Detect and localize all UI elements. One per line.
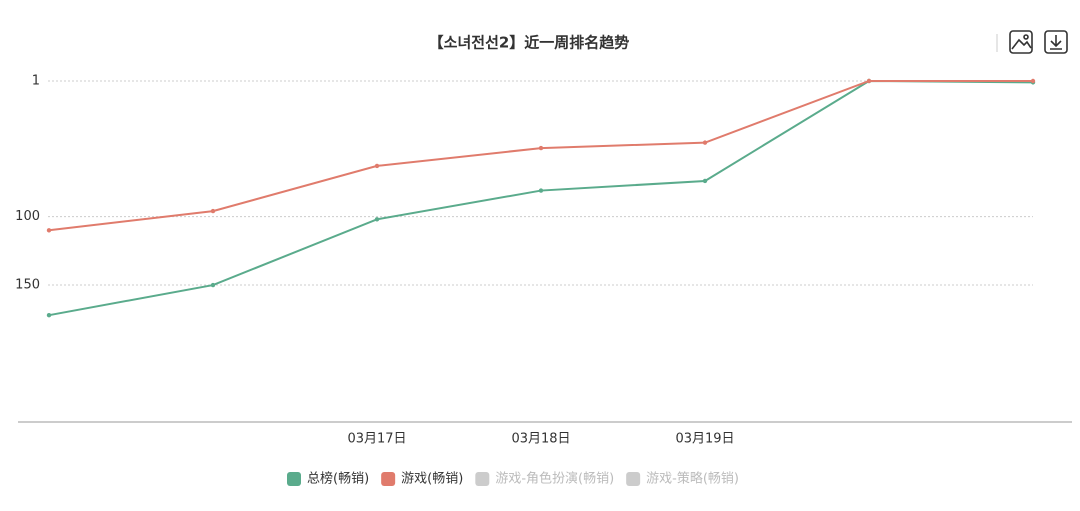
point xyxy=(46,228,52,233)
x-tick-label: 03月17日 xyxy=(347,432,406,447)
legend-swatch xyxy=(381,472,396,486)
legend-label[interactable]: 游戏-角色扮演(畅销) xyxy=(495,471,614,487)
point xyxy=(538,145,544,151)
point xyxy=(374,217,380,222)
point xyxy=(538,188,544,193)
chart-title: 【소녀전선2】近一周排名趋势 xyxy=(429,34,630,52)
y-tick-label: 150 xyxy=(15,278,40,293)
point xyxy=(702,140,708,145)
x-tick-label: 03月19日 xyxy=(675,432,734,447)
point xyxy=(46,312,52,318)
x-tick-label: 03月18日 xyxy=(511,432,570,447)
series-line xyxy=(48,79,1034,317)
point xyxy=(210,208,216,214)
legend-swatch xyxy=(287,472,301,486)
point xyxy=(374,163,380,169)
y-tick-label: 100 xyxy=(15,209,40,224)
y-tick-label: 1 xyxy=(32,74,40,89)
legend-swatch xyxy=(626,472,641,486)
image-icon[interactable] xyxy=(1009,30,1033,54)
point xyxy=(866,78,872,84)
point xyxy=(702,178,708,184)
legend-label[interactable]: 游戏-策略(畅销) xyxy=(646,471,739,487)
legend-swatch xyxy=(475,472,490,486)
download-icon[interactable] xyxy=(1044,30,1068,54)
point xyxy=(210,282,216,288)
point xyxy=(1030,78,1036,84)
legend-label[interactable]: 总榜(畅销) xyxy=(307,471,369,487)
series-line xyxy=(48,80,1033,232)
legend-label[interactable]: 游戏(畅销) xyxy=(401,472,463,487)
